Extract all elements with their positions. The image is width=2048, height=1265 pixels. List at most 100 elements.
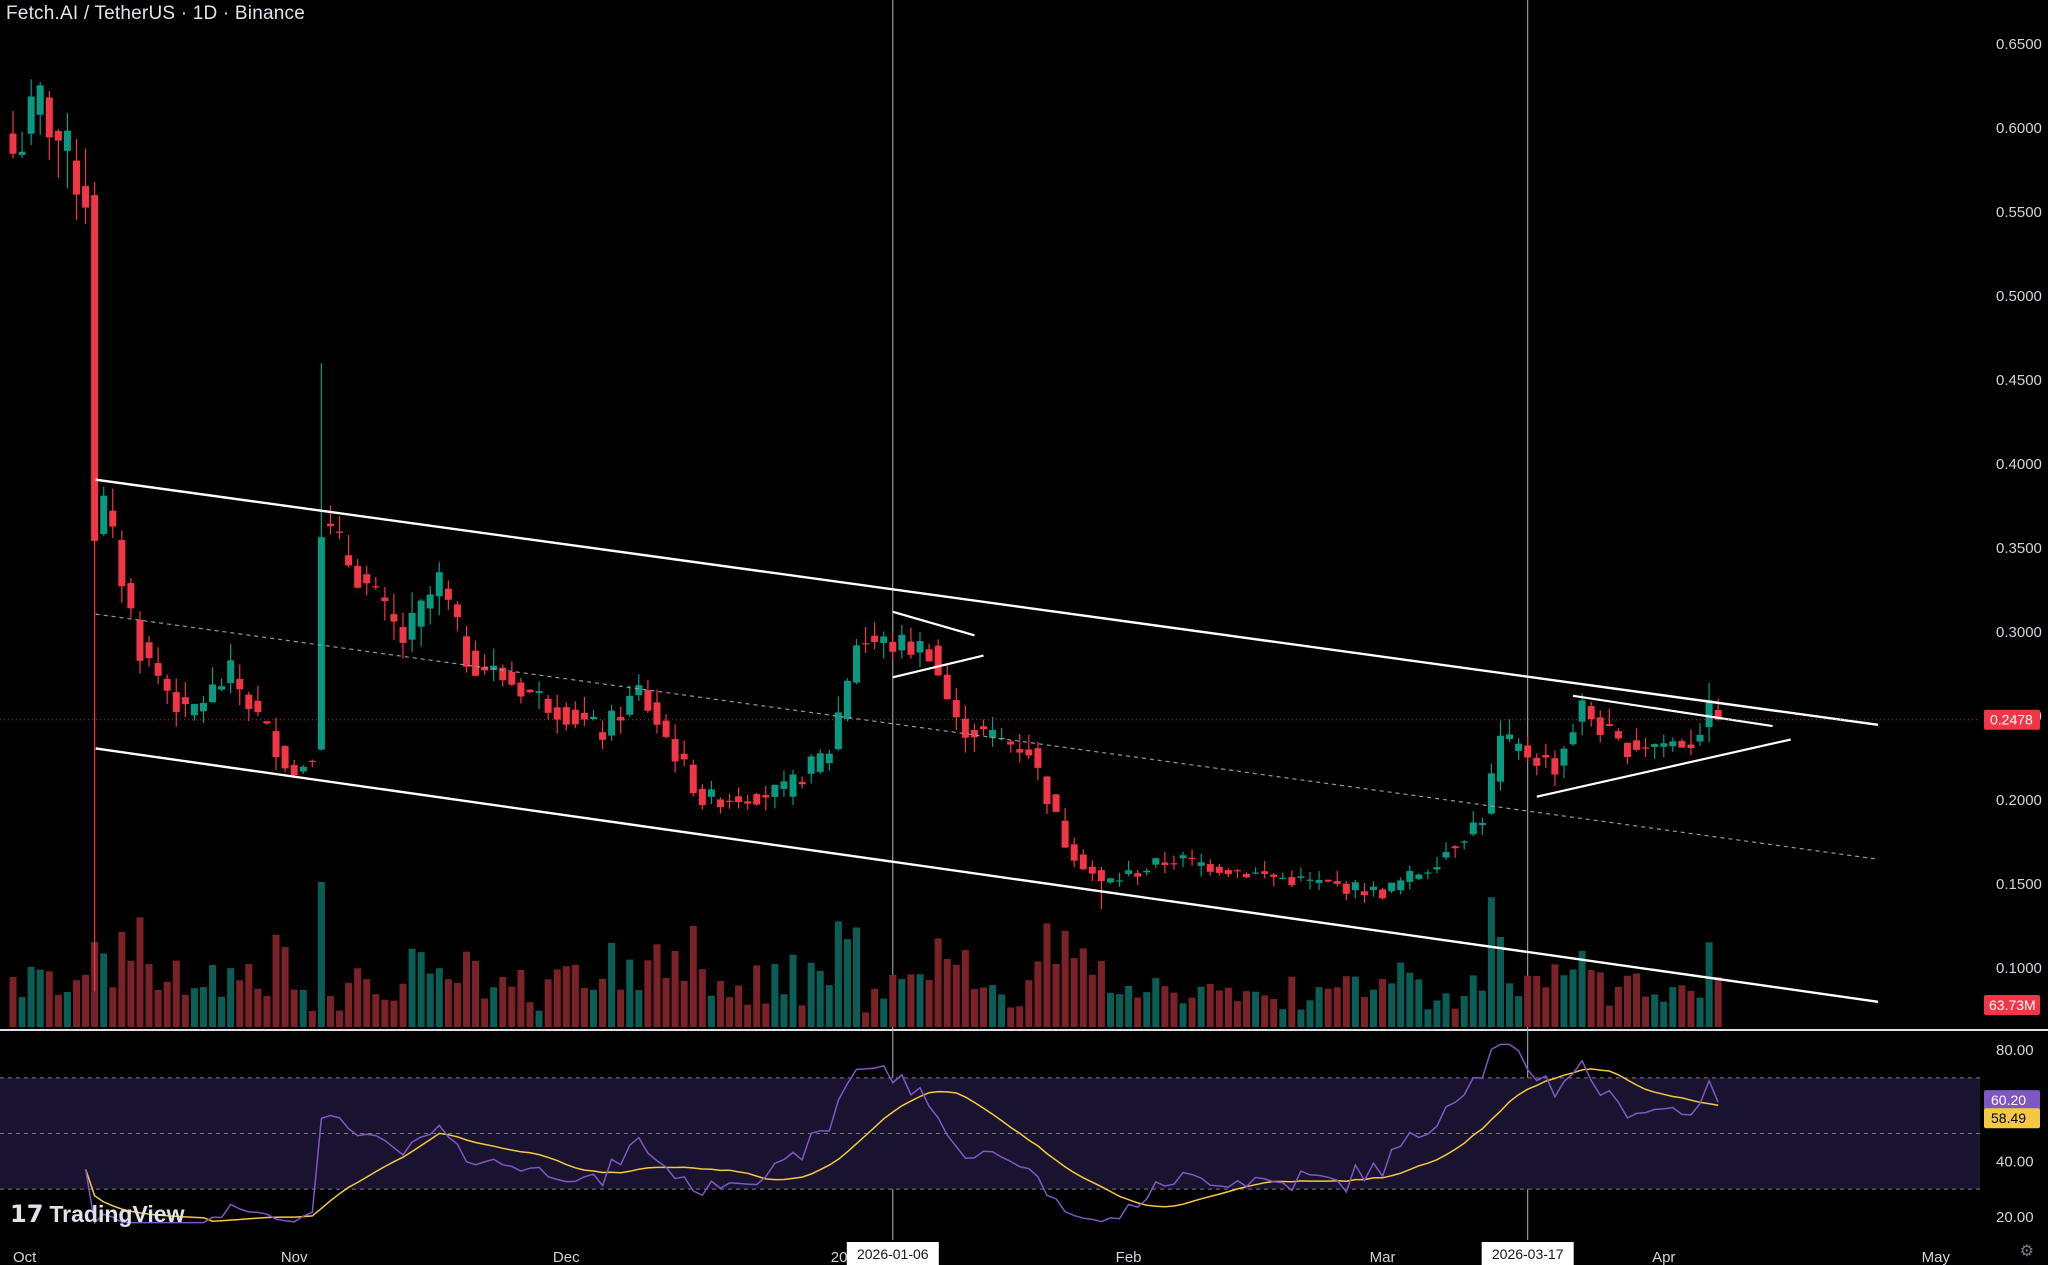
volume-bar xyxy=(236,980,244,1027)
volume-bar xyxy=(1587,970,1595,1027)
candle-body xyxy=(771,784,779,797)
candle-body xyxy=(798,781,806,785)
volume-bar xyxy=(190,988,198,1027)
volume-bar xyxy=(571,964,579,1027)
candle-body xyxy=(1324,879,1332,882)
candle-body xyxy=(227,660,235,684)
volume-bar xyxy=(1360,997,1368,1027)
volume-bar xyxy=(1669,987,1677,1027)
candle-body xyxy=(517,682,525,697)
candle-body xyxy=(789,774,797,797)
volume-bar xyxy=(989,985,997,1027)
volume-bar xyxy=(317,882,325,1027)
volume-bar xyxy=(744,1004,752,1027)
candle-body xyxy=(281,746,289,769)
volume-bar xyxy=(1179,1003,1187,1027)
candle-body xyxy=(209,684,217,703)
candle-body xyxy=(689,764,697,794)
candle-body xyxy=(671,739,679,762)
volume-bar xyxy=(1152,978,1160,1027)
volume-bar xyxy=(644,960,652,1027)
volume-bar xyxy=(199,987,207,1027)
candle-body xyxy=(916,641,924,653)
tradingview-logo[interactable]: 17 TradingView xyxy=(10,1200,184,1228)
volume-bar xyxy=(82,974,90,1027)
volume-bar xyxy=(1469,975,1477,1027)
volume-bar xyxy=(54,994,62,1027)
volume-bar xyxy=(1542,987,1550,1027)
candle-body xyxy=(336,531,344,533)
price-axis-label: 0.6500 xyxy=(1996,36,2042,53)
candle-body xyxy=(707,789,715,797)
candle-body xyxy=(1206,864,1214,872)
candle-body xyxy=(1587,706,1595,720)
volume-bar xyxy=(1034,961,1042,1027)
volume-bar xyxy=(490,987,498,1027)
volume-bar xyxy=(1388,983,1396,1027)
volume-bar xyxy=(1460,996,1468,1027)
volume-bar xyxy=(1224,987,1232,1027)
volume-bar xyxy=(1478,990,1486,1027)
volume-bar xyxy=(816,970,824,1027)
candle-body xyxy=(163,678,171,691)
gear-icon[interactable]: ⚙ xyxy=(2019,1243,2034,1260)
crosshair-date-label: 2026-03-17 xyxy=(1492,1246,1564,1262)
volume-bar xyxy=(889,974,897,1027)
candle-body xyxy=(1043,776,1051,805)
candle-body xyxy=(825,753,833,764)
volume-bar xyxy=(635,990,643,1027)
candle-body xyxy=(1469,822,1477,835)
time-axis-label: Oct xyxy=(13,1249,37,1265)
volume-bar xyxy=(1315,987,1323,1027)
candle-body xyxy=(118,539,126,587)
candle-body xyxy=(1705,700,1713,728)
volume-bar xyxy=(1451,1008,1459,1027)
candle-body xyxy=(744,801,752,804)
candle-body xyxy=(1451,846,1459,849)
candle-body xyxy=(136,619,144,661)
volume-bar xyxy=(1061,930,1069,1027)
volume-bar xyxy=(1125,985,1133,1027)
volume-bar xyxy=(1633,973,1641,1027)
candle-body xyxy=(698,788,706,806)
candle-body xyxy=(526,689,534,693)
candle-body xyxy=(1633,740,1641,750)
volume-bar xyxy=(1406,972,1414,1027)
candle-body xyxy=(1270,874,1278,877)
volume-bar xyxy=(626,959,634,1027)
volume-bar xyxy=(245,964,253,1027)
candle-body xyxy=(181,697,189,705)
volume-bar xyxy=(834,921,842,1027)
volume-bar xyxy=(589,989,597,1027)
volume-bar xyxy=(780,994,788,1027)
candle-body xyxy=(508,671,516,685)
volume-bar xyxy=(1143,992,1151,1027)
candle-body xyxy=(898,634,906,651)
volume-bar xyxy=(825,985,833,1027)
volume-bar xyxy=(472,960,480,1027)
volume-bar xyxy=(399,983,407,1027)
rsi-ma-value-label: 58.49 xyxy=(1991,1110,2026,1126)
last-price-label: 0.2478 xyxy=(1990,712,2033,728)
volume-bar xyxy=(716,981,724,1027)
candle-body xyxy=(326,523,334,527)
volume-bar xyxy=(862,1012,870,1027)
candle-body xyxy=(1487,773,1495,814)
rsi-ma-value-badge xyxy=(1984,1108,2040,1129)
volume-bar xyxy=(843,939,851,1027)
volume-bar xyxy=(36,969,44,1027)
candle-body xyxy=(1605,724,1613,726)
volume-bar xyxy=(1415,979,1423,1027)
candle-body xyxy=(317,537,325,750)
candle-body xyxy=(952,700,960,718)
tradingview-logo-icon: 17 xyxy=(10,1200,44,1228)
candle-body xyxy=(1515,743,1523,751)
triangle-upper-line xyxy=(1572,694,1773,728)
time-axis-label: May xyxy=(1922,1249,1951,1265)
candle-body xyxy=(272,731,280,758)
volume-bar xyxy=(1079,948,1087,1027)
volume-bar xyxy=(880,998,888,1027)
candle-body xyxy=(481,666,489,671)
candle-body xyxy=(934,645,942,676)
